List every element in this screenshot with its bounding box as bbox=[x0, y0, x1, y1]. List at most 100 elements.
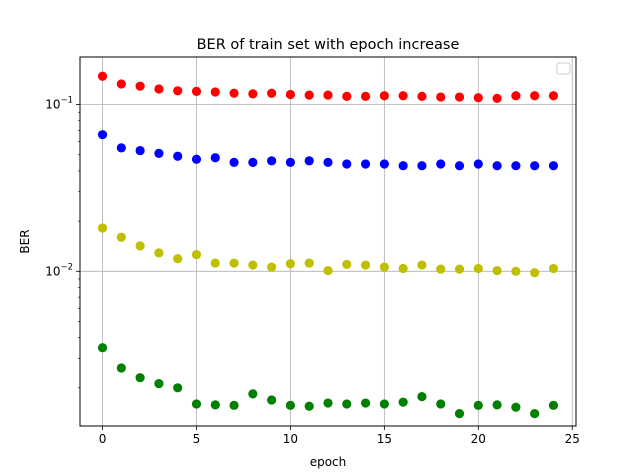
y-tick-label-base: 10 bbox=[45, 98, 60, 112]
data-point-series-4 bbox=[417, 392, 427, 402]
data-point-series-1 bbox=[285, 89, 296, 100]
data-point-series-2 bbox=[135, 145, 145, 156]
data-point-series-4 bbox=[530, 409, 540, 419]
data-point-series-3 bbox=[173, 254, 183, 264]
data-point-series-4 bbox=[511, 402, 521, 412]
data-point-series-2 bbox=[342, 159, 352, 169]
x-tick-label: 5 bbox=[193, 432, 201, 446]
y-tick-label: 10−1 bbox=[45, 96, 73, 112]
data-point-series-3 bbox=[323, 265, 333, 276]
data-point-series-1 bbox=[530, 91, 540, 101]
data-point-series-3 bbox=[97, 223, 108, 233]
x-tick-label: 20 bbox=[471, 432, 486, 446]
data-point-series-1 bbox=[454, 92, 465, 102]
data-point-series-4 bbox=[342, 399, 352, 409]
x-axis-label: epoch bbox=[310, 455, 347, 469]
data-point-series-2 bbox=[116, 143, 126, 153]
data-point-series-1 bbox=[548, 91, 559, 101]
x-tick-label: 15 bbox=[377, 432, 392, 446]
data-point-series-3 bbox=[229, 258, 239, 268]
data-point-series-2 bbox=[398, 161, 408, 171]
data-point-series-2 bbox=[191, 154, 202, 164]
data-point-series-1 bbox=[304, 90, 314, 100]
data-point-series-3 bbox=[379, 262, 389, 272]
data-point-series-3 bbox=[191, 249, 202, 260]
data-point-series-2 bbox=[530, 161, 540, 171]
legend-box bbox=[556, 62, 571, 75]
y-tick-label-base: 10 bbox=[45, 264, 60, 278]
data-point-series-4 bbox=[116, 363, 126, 373]
data-point-series-2 bbox=[511, 161, 521, 171]
y-tick-label-exponent: −2 bbox=[60, 262, 73, 272]
data-point-series-1 bbox=[229, 88, 239, 98]
data-point-series-4 bbox=[173, 383, 183, 393]
data-point-series-3 bbox=[492, 265, 502, 276]
data-point-series-4 bbox=[436, 399, 446, 409]
data-point-series-4 bbox=[454, 409, 465, 419]
grid bbox=[80, 57, 576, 426]
data-point-series-2 bbox=[248, 157, 258, 168]
data-point-series-2 bbox=[417, 161, 427, 171]
data-point-series-1 bbox=[473, 93, 483, 103]
data-point-series-1 bbox=[116, 79, 126, 89]
data-point-series-4 bbox=[285, 400, 296, 410]
plot-frame bbox=[79, 56, 577, 427]
data-point-series-1 bbox=[154, 84, 164, 94]
data-point-series-4 bbox=[473, 400, 483, 410]
data-point-series-3 bbox=[436, 264, 446, 274]
data-point-series-3 bbox=[285, 259, 296, 269]
data-point-series-4 bbox=[210, 400, 220, 410]
data-point-series-4 bbox=[492, 400, 502, 410]
data-point-series-3 bbox=[530, 268, 540, 278]
y-tick-label-exponent: −1 bbox=[60, 96, 73, 106]
data-point-series-1 bbox=[398, 91, 408, 101]
data-point-series-3 bbox=[398, 263, 408, 274]
data-point-series-2 bbox=[436, 159, 446, 169]
data-point-series-1 bbox=[210, 87, 220, 97]
data-point-series-4 bbox=[379, 399, 389, 409]
data-point-series-1 bbox=[417, 91, 427, 101]
data-point-series-1 bbox=[248, 89, 258, 99]
data-point-series-3 bbox=[360, 260, 371, 270]
data-point-series-4 bbox=[323, 398, 333, 408]
data-point-series-1 bbox=[360, 91, 371, 101]
data-point-series-3 bbox=[248, 260, 258, 270]
data-point-series-3 bbox=[304, 258, 314, 268]
data-point-series-1 bbox=[323, 90, 333, 100]
data-point-series-4 bbox=[304, 401, 314, 411]
y-tick-label: 10−2 bbox=[45, 262, 73, 278]
data-point-series-3 bbox=[473, 263, 483, 274]
y-axis-label: BER bbox=[18, 229, 32, 253]
data-point-series-4 bbox=[398, 397, 408, 407]
data-point-series-3 bbox=[511, 266, 521, 276]
data-point-series-4 bbox=[154, 378, 164, 389]
data-point-series-3 bbox=[154, 248, 164, 258]
data-point-series-4 bbox=[229, 400, 239, 410]
data-point-series-4 bbox=[267, 395, 277, 405]
data-point-series-2 bbox=[173, 151, 183, 161]
data-point-series-3 bbox=[116, 232, 126, 242]
data-points bbox=[97, 71, 559, 419]
data-point-series-2 bbox=[548, 161, 559, 171]
data-point-series-1 bbox=[511, 91, 521, 101]
data-point-series-2 bbox=[304, 156, 314, 166]
data-point-series-3 bbox=[454, 264, 465, 274]
data-point-series-4 bbox=[97, 343, 108, 353]
data-point-series-1 bbox=[191, 86, 202, 97]
data-point-series-2 bbox=[360, 159, 371, 169]
data-point-series-3 bbox=[267, 262, 277, 272]
data-point-series-4 bbox=[548, 400, 559, 410]
data-point-series-3 bbox=[210, 258, 220, 268]
data-point-series-3 bbox=[417, 260, 427, 270]
data-point-series-1 bbox=[135, 81, 145, 91]
data-point-series-1 bbox=[492, 93, 502, 103]
data-point-series-2 bbox=[210, 153, 220, 163]
data-point-series-4 bbox=[135, 373, 145, 383]
data-point-series-1 bbox=[267, 88, 277, 98]
data-point-series-2 bbox=[379, 159, 389, 169]
data-point-series-2 bbox=[285, 157, 296, 168]
data-point-series-1 bbox=[173, 86, 183, 96]
